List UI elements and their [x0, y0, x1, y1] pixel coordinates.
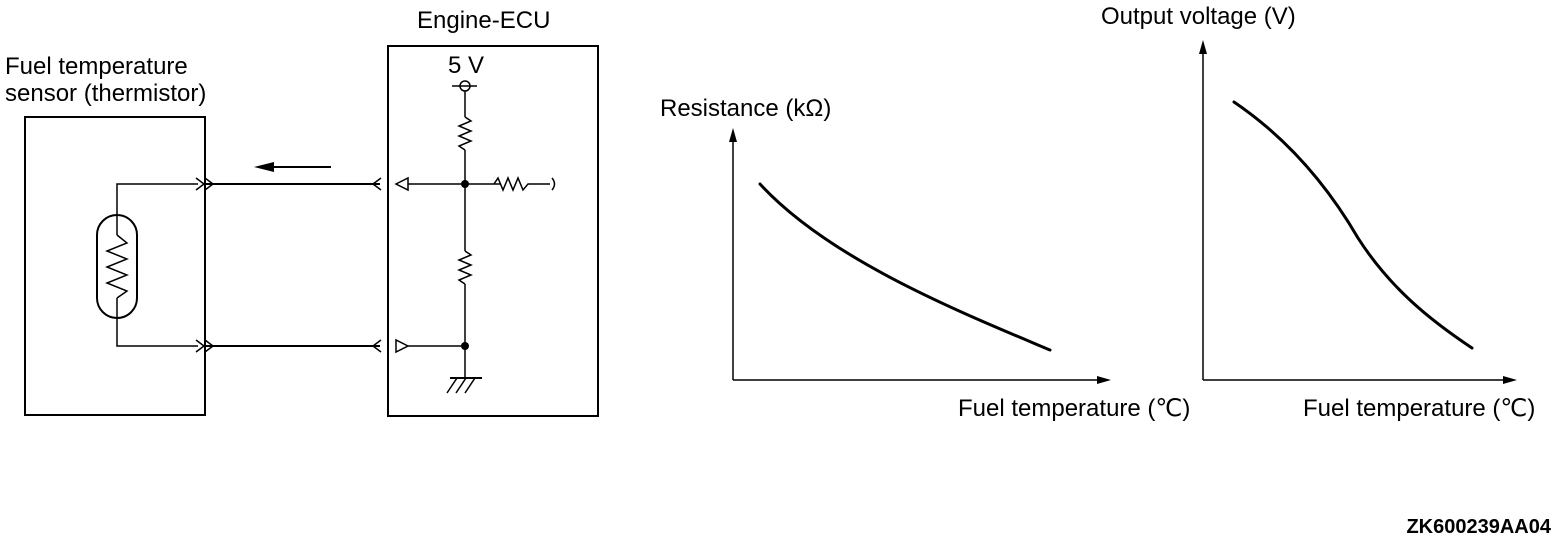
ecu-input-triangle-bottom [395, 338, 410, 354]
voltage-chart-ylabel: Output voltage (V) [1101, 3, 1296, 30]
resistance-curve [758, 182, 1052, 352]
ecu-label: Engine-ECU [417, 7, 550, 34]
ecu-housing-box [387, 45, 599, 417]
current-direction-arrow [254, 162, 331, 172]
thermistor-resistor-symbol [104, 234, 130, 299]
voltage-chart-xlabel: Fuel temperature (℃) [1303, 395, 1535, 422]
ecu-input-triangle-top [394, 176, 409, 192]
sensor-connector-bottom [195, 339, 206, 353]
sensor-ground-wire [116, 298, 198, 347]
figure-code: ZK600239AA04 [1406, 516, 1551, 538]
resistance-chart: Resistance (kΩ) Fuel temperature (℃) [660, 95, 1190, 422]
voltage-curve [1232, 100, 1474, 350]
resistance-chart-ylabel: Resistance (kΩ) [660, 95, 831, 122]
adc-input-terminal [551, 177, 556, 191]
voltage-chart: Output voltage (V) Fuel temperature (℃) [1101, 3, 1535, 422]
sensor-connector-top [195, 177, 206, 191]
sensor-housing-box [24, 116, 206, 416]
resistance-chart-xlabel: Fuel temperature (℃) [958, 395, 1190, 422]
ecu-connector-bottom [371, 339, 382, 353]
pullup-resistor-symbol [457, 116, 473, 151]
input-resistor-symbol [493, 176, 550, 192]
ground-node [461, 342, 469, 350]
sensor-label-line2: sensor (thermistor) [5, 80, 206, 107]
sensor-label-line1: Fuel temperature [5, 53, 188, 80]
ecu-connector-top [371, 177, 382, 191]
sensor-block: Fuel temperature sensor (thermistor) [5, 53, 215, 416]
supply-voltage-label: 5 V [448, 52, 484, 79]
ground-symbol [446, 377, 482, 394]
sensor-signal-wire [116, 183, 198, 235]
ecu-block: Engine-ECU 5 V [371, 7, 599, 417]
lower-resistor-symbol [457, 250, 473, 285]
